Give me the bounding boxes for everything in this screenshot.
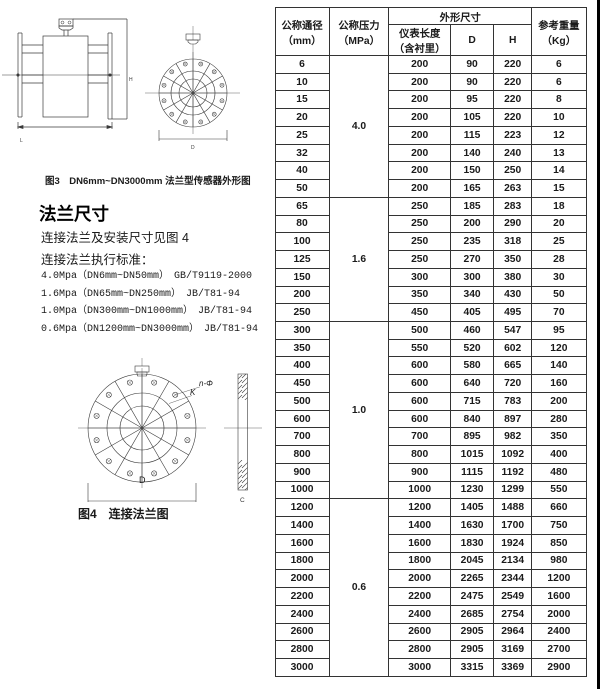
svg-text:H: H xyxy=(129,77,133,83)
svg-text:L: L xyxy=(20,138,23,144)
svg-text:D: D xyxy=(191,145,195,151)
svg-text:C: C xyxy=(240,497,245,504)
